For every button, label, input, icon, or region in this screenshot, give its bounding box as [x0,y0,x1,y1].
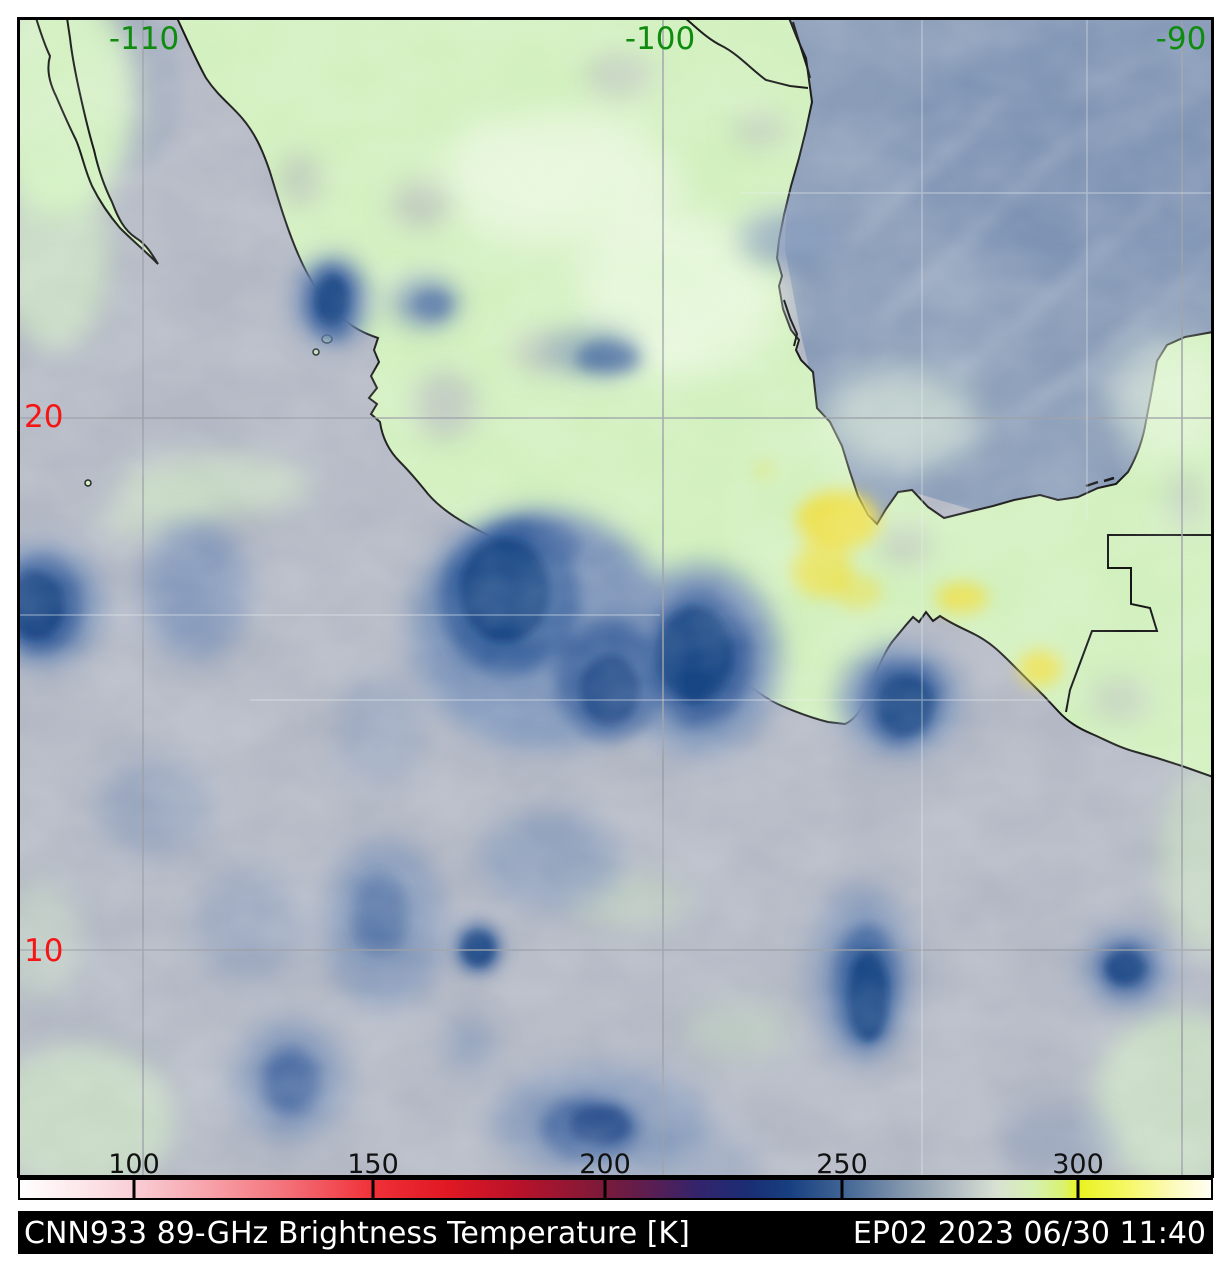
lon-label--110: -110 [109,21,179,57]
colorbar-tick-200: 200 [579,1149,631,1180]
caption-background [18,1211,1213,1254]
map-frame [17,17,1214,1178]
colorbar-tick-100: 100 [108,1149,160,1180]
lon-label--100: -100 [625,21,695,57]
product-title: CNN933 89-GHz Brightness Temperature [K] [24,1216,690,1251]
axis-labels: -110 -100 -90 20 10 [24,21,1206,969]
lat-label-20: 20 [24,399,63,435]
colorbar: 100 150 200 250 300 [18,1149,1213,1200]
colorbar-tick-300: 300 [1052,1149,1104,1180]
colorbar-gradient [19,1179,1212,1199]
colorbar-border [18,1178,1213,1200]
caption-bar: CNN933 89-GHz Brightness Temperature [K]… [18,1211,1213,1254]
colorbar-tick-150: 150 [347,1149,399,1180]
colorbar-tick-dividers [132,1179,1080,1199]
colorbar-tick-labels: 100 150 200 250 300 [108,1149,1104,1180]
lon-label--90: -90 [1156,21,1207,57]
storm-id-timestamp: EP02 2023 06/30 11:40 [853,1216,1206,1251]
map-imagery: -110 -100 -90 20 10 [19,19,1212,1176]
sensor-grain-texture [19,19,1212,1176]
lat-label-10: 10 [24,933,63,969]
colorbar-tick-250: 250 [816,1149,868,1180]
